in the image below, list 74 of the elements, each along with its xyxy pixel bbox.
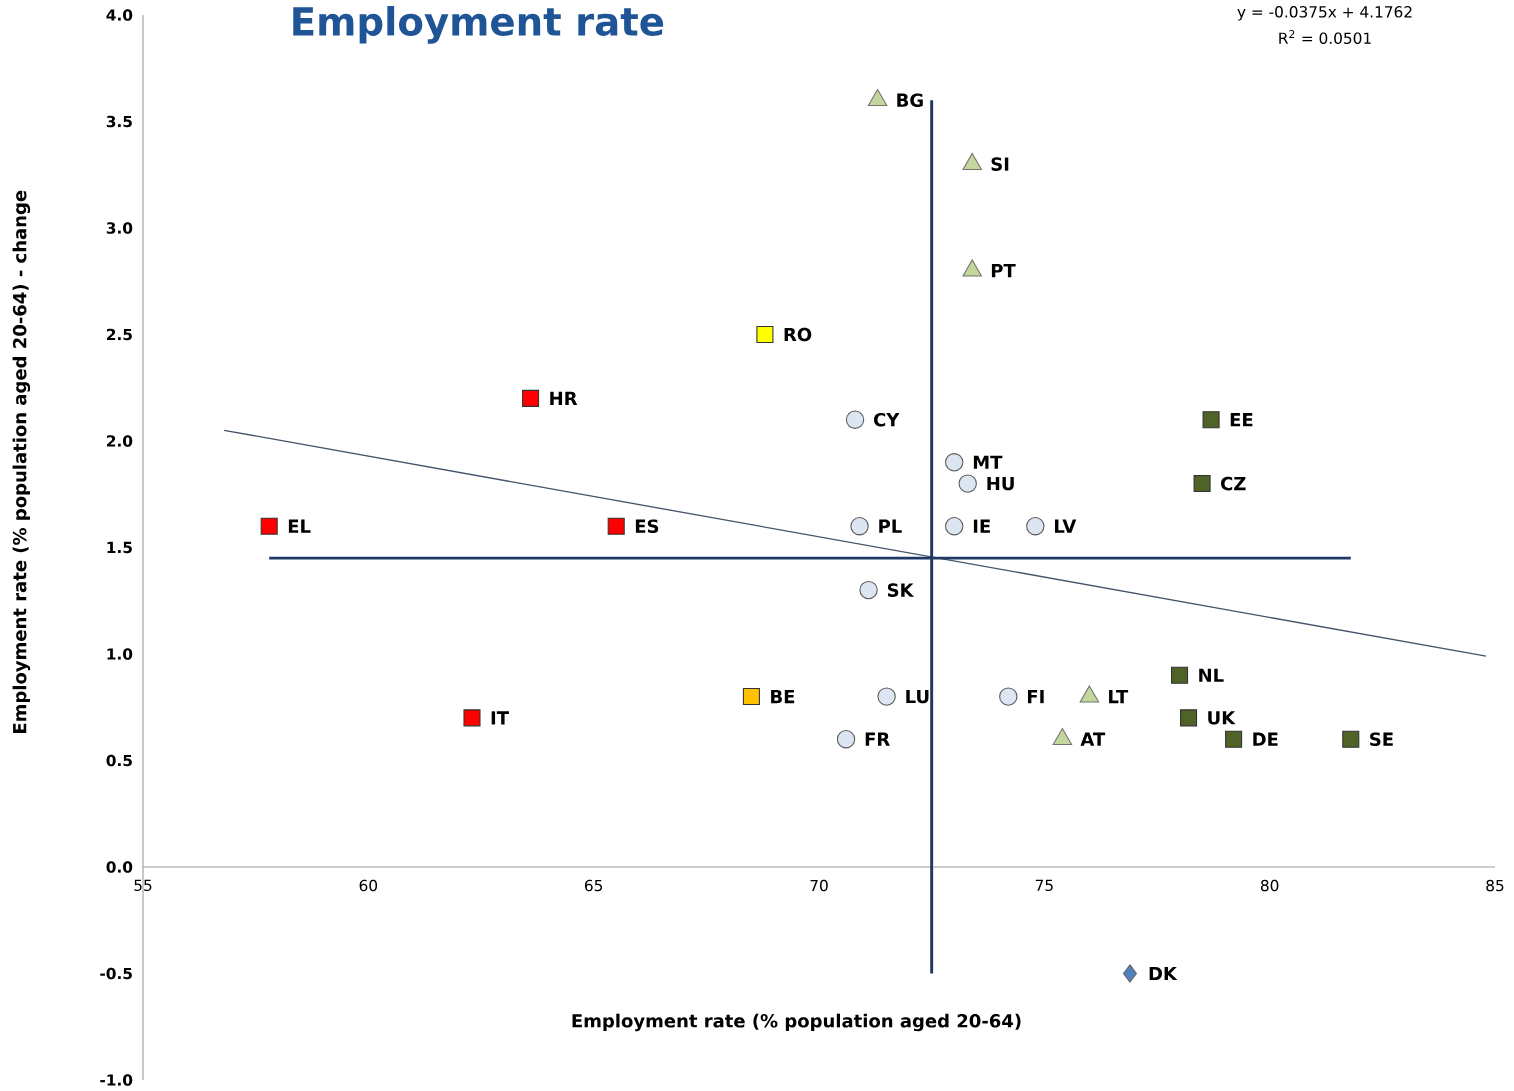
annotation: CY: [874, 412, 900, 427]
y-tick-label: 1.0: [107, 648, 133, 660]
point: [999, 687, 1018, 706]
y-tick-label: 4.0: [106, 9, 133, 21]
point: [944, 453, 964, 472]
annotation: FR: [865, 732, 890, 746]
y-tick-label: 1.5: [107, 541, 132, 554]
x-tick-label: 70: [810, 879, 828, 892]
x-tick-label: 65: [584, 879, 603, 892]
x-tick-label: 80: [1260, 879, 1279, 892]
annotation: IE: [973, 519, 990, 533]
annotation: SI: [991, 157, 1009, 171]
y-tick-label: 0.0: [106, 861, 133, 873]
point: [260, 517, 278, 535]
annotation: LU: [906, 689, 929, 704]
x-axis-title: Employment rate (% population aged 20-64): [572, 1013, 1021, 1032]
y-tick-label: 0.5: [106, 754, 132, 767]
x-tick-label: 85: [1486, 879, 1504, 892]
point: [607, 517, 625, 535]
point: [756, 325, 774, 344]
annotation: PT: [991, 264, 1016, 278]
annotation: DE: [1253, 732, 1278, 746]
point: [1170, 666, 1189, 684]
annotation: LV: [1055, 519, 1077, 533]
point: [1342, 730, 1360, 748]
point: [859, 580, 878, 600]
point: [1225, 730, 1243, 748]
annotation: LT: [1109, 690, 1129, 704]
y-tick-label: 2.0: [107, 435, 133, 447]
annotation: BG: [897, 93, 923, 107]
y-tick-label: -0.5: [100, 967, 132, 980]
point: [463, 709, 481, 727]
y-tick-label: -1.0: [100, 1074, 133, 1086]
annotation: EL: [288, 519, 311, 533]
y-tick-label: 3.5: [106, 115, 132, 128]
annotation: HR: [550, 391, 578, 405]
annotation: DK: [1149, 966, 1178, 981]
annotation: ES: [635, 519, 659, 533]
point: [958, 474, 977, 493]
annotation: AT: [1080, 732, 1106, 746]
point: [1180, 709, 1198, 727]
y-axis-title: Employment rate (% population aged 20-64) - change: [12, 190, 31, 733]
y-tick-label: 2.5: [107, 328, 132, 341]
annotation: UK: [1208, 711, 1236, 725]
point: [1193, 475, 1211, 493]
point: [944, 516, 964, 536]
point: [742, 688, 760, 706]
x-tick-label: 55: [134, 879, 152, 892]
annotation: RO: [784, 327, 812, 342]
chart-title: Employment rate: [293, 6, 664, 44]
annotation: SK: [887, 583, 915, 597]
annotation: BE: [771, 690, 795, 704]
point: [877, 687, 896, 706]
annotation: FI: [1027, 690, 1044, 704]
annotation: SE: [1370, 732, 1393, 746]
point: [1122, 964, 1137, 983]
x-tick-label: 75: [1035, 879, 1053, 892]
annotation: PL: [879, 519, 902, 533]
annotation: NL: [1199, 668, 1224, 682]
annotation: EE: [1230, 413, 1253, 427]
annotation: R$^{2}$ = 0.0501: [1279, 30, 1371, 45]
annotation: HU: [987, 476, 1014, 491]
annotation: y = -0.0375x + 4.1762: [1237, 6, 1412, 21]
point: [845, 410, 865, 429]
point: [1026, 516, 1045, 536]
point: [1202, 411, 1220, 429]
x-tick-label: 60: [359, 879, 378, 892]
point: [850, 516, 869, 536]
annotation: IT: [491, 711, 509, 725]
annotation: MT: [973, 455, 1003, 469]
y-tick-label: 3.0: [106, 222, 133, 234]
point: [522, 389, 540, 407]
point: [836, 729, 856, 749]
annotation: CZ: [1221, 476, 1246, 491]
